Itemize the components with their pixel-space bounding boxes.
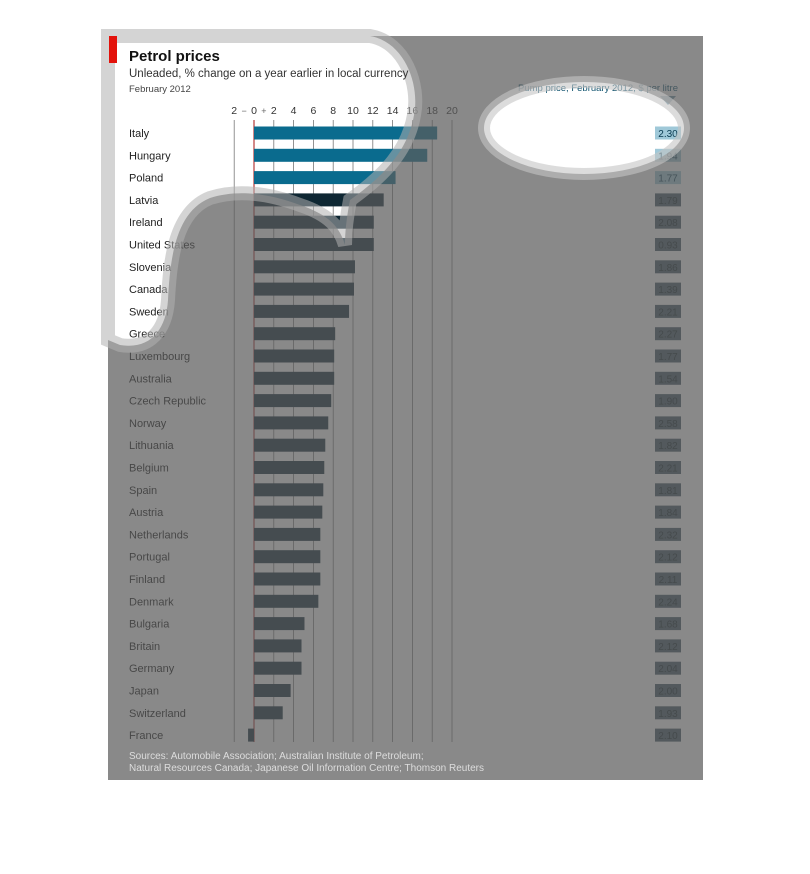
dim-overlay — [108, 36, 703, 780]
brand-red-flag — [109, 36, 117, 63]
spotlight-halo — [101, 29, 423, 353]
spotlight-halo — [478, 76, 690, 180]
chart-date-note: February 2012 — [129, 84, 191, 95]
chart-subtitle: Unleaded, % change on a year earlier in … — [129, 68, 409, 80]
chart-sources: Sources: Automobile Association; Austral… — [129, 751, 484, 774]
chart-title: Petrol prices — [129, 48, 220, 65]
